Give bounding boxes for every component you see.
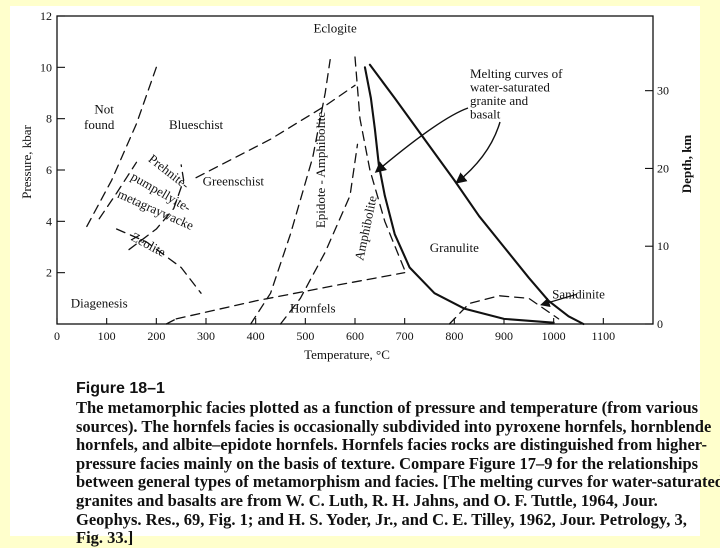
figure-title: Figure 18–1: [76, 380, 165, 397]
facies-label: Blueschist: [169, 117, 224, 132]
x-axis-label: Temperature, °C: [304, 347, 390, 362]
caption-line: Fig. 33.]: [76, 528, 134, 548]
facies-label: Diagenesis: [71, 295, 128, 310]
facies-boundary-line: [354, 56, 406, 271]
caption-line: between general types of metamorphism an…: [76, 472, 720, 492]
caption-line: granites and basalts are from W. C. Luth…: [76, 490, 658, 510]
x-tick-label: 300: [197, 329, 215, 343]
facies-label: Zeolite: [129, 229, 169, 260]
facies-label: Epidote - Amphibolite: [313, 112, 328, 228]
facies-label: Greenschist: [203, 173, 265, 188]
figure-caption: The metamorphic facies plotted as a func…: [76, 398, 720, 548]
x-tick-label: 700: [396, 329, 414, 343]
y-axis-label-depth: Depth, km: [679, 135, 694, 194]
facies-boundary-line: [279, 143, 359, 325]
facies-boundaries: [86, 56, 585, 326]
y-tick-label: 10: [40, 60, 52, 74]
facies-label: Hornfels: [290, 300, 336, 315]
facies-label: Not: [94, 102, 114, 117]
facies-label: Amphibolite: [351, 194, 379, 262]
facies-boundary-line: [86, 66, 157, 228]
facies-label: Eclogite: [313, 21, 357, 36]
x-tick-label: 500: [296, 329, 314, 343]
x-tick-label: 1000: [542, 329, 566, 343]
x-tick-label: 0: [54, 329, 60, 343]
melting-curve-line: [363, 66, 555, 324]
y-tick-label: 12: [40, 9, 52, 23]
facies-label: Granulite: [430, 240, 479, 255]
caption-line: pressure facies mainly on the basis of t…: [76, 453, 699, 473]
caption-line: The metamorphic facies plotted as a func…: [76, 398, 699, 417]
facies-boundary-line: [115, 228, 202, 294]
x-tick-label: 900: [495, 329, 513, 343]
depth-tick-label: 30: [657, 84, 669, 98]
y-tick-label: 8: [46, 112, 52, 126]
caption-line: hornfels, and albite–epidote hornfels. H…: [76, 435, 707, 455]
facies-boundary-line: [165, 318, 177, 325]
annotation-text: granite and: [470, 93, 529, 108]
facies-diagram: 0 100 200 300 400 500 600 700 800 900 1000 11002468…: [19, 9, 694, 362]
y-tick-label: 2: [46, 266, 52, 280]
melting-curve-line: [368, 63, 585, 326]
annotation-text: Melting curves of: [470, 66, 563, 81]
annotation-arrow: [374, 107, 469, 173]
depth-tick-label: 10: [657, 239, 669, 253]
facies-boundary-line: [175, 272, 406, 320]
facies-boundary-line: [98, 161, 138, 220]
figure-panel: 0 100 200 300 400 500 600 700 800 900 1000 1100 2 4 6 8…: [10, 6, 720, 547]
sanidinite-arrow: [540, 293, 577, 307]
facies-label: found: [84, 117, 115, 132]
y-tick-label: 4: [46, 214, 52, 228]
x-tick-label: 1100: [592, 329, 616, 343]
y-tick-label: 6: [46, 163, 52, 177]
x-tick-label: 800: [445, 329, 463, 343]
facies-boundary-line: [448, 295, 560, 325]
melting-annotation: Melting curves ofwater-saturatedgranite …: [374, 66, 577, 307]
x-tick-label: 600: [346, 329, 364, 343]
axes: 0 100 200 300 400 500 600 700 800 900 1000 11002468…: [19, 9, 694, 362]
y-axis-label-pressure: Pressure, kbar: [19, 125, 34, 199]
caption-line: sources). The hornfels facies is occasio…: [76, 416, 712, 436]
facies-boundary-line: [128, 164, 185, 251]
facies-boundary-line: [195, 84, 356, 179]
x-tick-label: 100: [98, 329, 116, 343]
x-tick-label: 400: [247, 329, 265, 343]
x-tick-label: 200: [147, 329, 165, 343]
depth-tick-label: 0: [657, 317, 663, 331]
annotation-arrow: [455, 121, 501, 184]
annotation-text: water-saturated: [470, 80, 550, 95]
depth-tick-label: 20: [657, 161, 669, 175]
caption-line: Geophys. Res., 69, Fig. 1; and H. S. Yod…: [76, 509, 687, 529]
annotation-text: basalt: [470, 107, 501, 122]
